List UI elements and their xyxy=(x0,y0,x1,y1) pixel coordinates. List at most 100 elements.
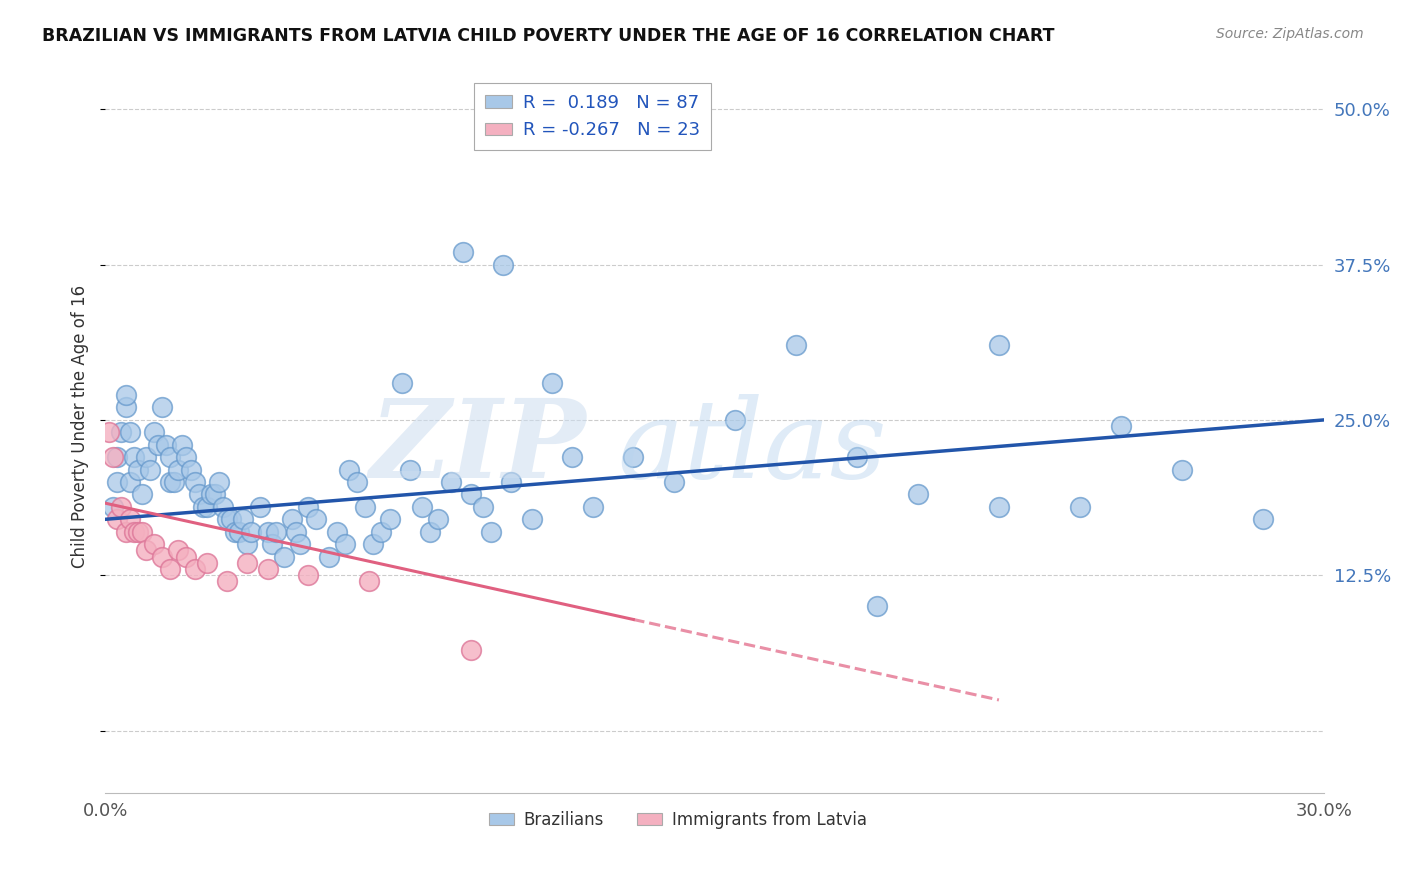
Point xyxy=(582,500,605,514)
Legend: Brazilians, Immigrants from Latvia: Brazilians, Immigrants from Latvia xyxy=(482,805,875,836)
Point xyxy=(492,258,515,272)
Point xyxy=(378,512,401,526)
Point xyxy=(621,450,644,465)
Point xyxy=(359,574,381,589)
Point xyxy=(346,475,368,489)
Point xyxy=(114,524,136,539)
Point xyxy=(460,487,482,501)
Point xyxy=(159,562,181,576)
Point xyxy=(662,475,685,489)
Point xyxy=(907,487,929,501)
Point xyxy=(297,568,319,582)
Point xyxy=(501,475,523,489)
Point xyxy=(212,500,235,514)
Point xyxy=(427,512,450,526)
Point xyxy=(305,512,328,526)
Point xyxy=(460,642,482,657)
Text: BRAZILIAN VS IMMIGRANTS FROM LATVIA CHILD POVERTY UNDER THE AGE OF 16 CORRELATIO: BRAZILIAN VS IMMIGRANTS FROM LATVIA CHIL… xyxy=(42,27,1054,45)
Point xyxy=(256,524,278,539)
Point xyxy=(103,450,125,465)
Point xyxy=(200,487,222,501)
Point xyxy=(987,500,1010,514)
Point xyxy=(236,537,259,551)
Point xyxy=(439,475,461,489)
Point xyxy=(219,512,242,526)
Point xyxy=(159,475,181,489)
Point xyxy=(118,475,141,489)
Point xyxy=(845,450,868,465)
Point xyxy=(143,537,166,551)
Point xyxy=(208,475,231,489)
Point xyxy=(176,450,198,465)
Point xyxy=(217,574,239,589)
Point xyxy=(127,462,149,476)
Point xyxy=(987,338,1010,352)
Point xyxy=(297,500,319,514)
Point xyxy=(195,500,218,514)
Point xyxy=(354,500,377,514)
Point xyxy=(172,438,194,452)
Point xyxy=(451,245,474,260)
Point xyxy=(131,487,153,501)
Text: atlas: atlas xyxy=(617,394,887,502)
Point xyxy=(187,487,209,501)
Point xyxy=(281,512,304,526)
Point xyxy=(150,401,173,415)
Point xyxy=(240,524,263,539)
Point xyxy=(264,524,287,539)
Point xyxy=(1170,462,1192,476)
Point xyxy=(224,524,246,539)
Point xyxy=(150,549,173,564)
Point xyxy=(411,500,433,514)
Point xyxy=(399,462,422,476)
Point xyxy=(479,524,502,539)
Point xyxy=(333,537,356,551)
Point xyxy=(228,524,250,539)
Point xyxy=(110,500,132,514)
Point xyxy=(191,500,214,514)
Point xyxy=(103,500,125,514)
Point xyxy=(167,543,190,558)
Point xyxy=(1109,419,1132,434)
Point xyxy=(122,524,145,539)
Text: ZIP: ZIP xyxy=(370,394,586,502)
Point xyxy=(127,524,149,539)
Point xyxy=(724,413,747,427)
Point xyxy=(204,487,226,501)
Point xyxy=(105,512,128,526)
Point xyxy=(139,462,162,476)
Point xyxy=(1251,512,1274,526)
Point xyxy=(785,338,807,352)
Point xyxy=(541,376,564,390)
Point xyxy=(472,500,495,514)
Y-axis label: Child Poverty Under the Age of 16: Child Poverty Under the Age of 16 xyxy=(72,285,89,567)
Point xyxy=(236,556,259,570)
Point xyxy=(114,388,136,402)
Point xyxy=(118,512,141,526)
Point xyxy=(183,562,205,576)
Text: Source: ZipAtlas.com: Source: ZipAtlas.com xyxy=(1216,27,1364,41)
Point xyxy=(318,549,340,564)
Point xyxy=(391,376,413,390)
Point xyxy=(180,462,202,476)
Point xyxy=(176,549,198,564)
Point xyxy=(520,512,543,526)
Point xyxy=(217,512,239,526)
Point xyxy=(118,425,141,440)
Point xyxy=(561,450,583,465)
Point xyxy=(866,599,889,614)
Point xyxy=(290,537,312,551)
Point xyxy=(419,524,441,539)
Point xyxy=(370,524,392,539)
Point xyxy=(163,475,186,489)
Point xyxy=(1069,500,1091,514)
Point xyxy=(167,462,190,476)
Point xyxy=(122,450,145,465)
Point xyxy=(135,450,157,465)
Point xyxy=(159,450,181,465)
Point xyxy=(337,462,360,476)
Point xyxy=(135,543,157,558)
Point xyxy=(105,450,128,465)
Point xyxy=(146,438,169,452)
Point xyxy=(98,425,121,440)
